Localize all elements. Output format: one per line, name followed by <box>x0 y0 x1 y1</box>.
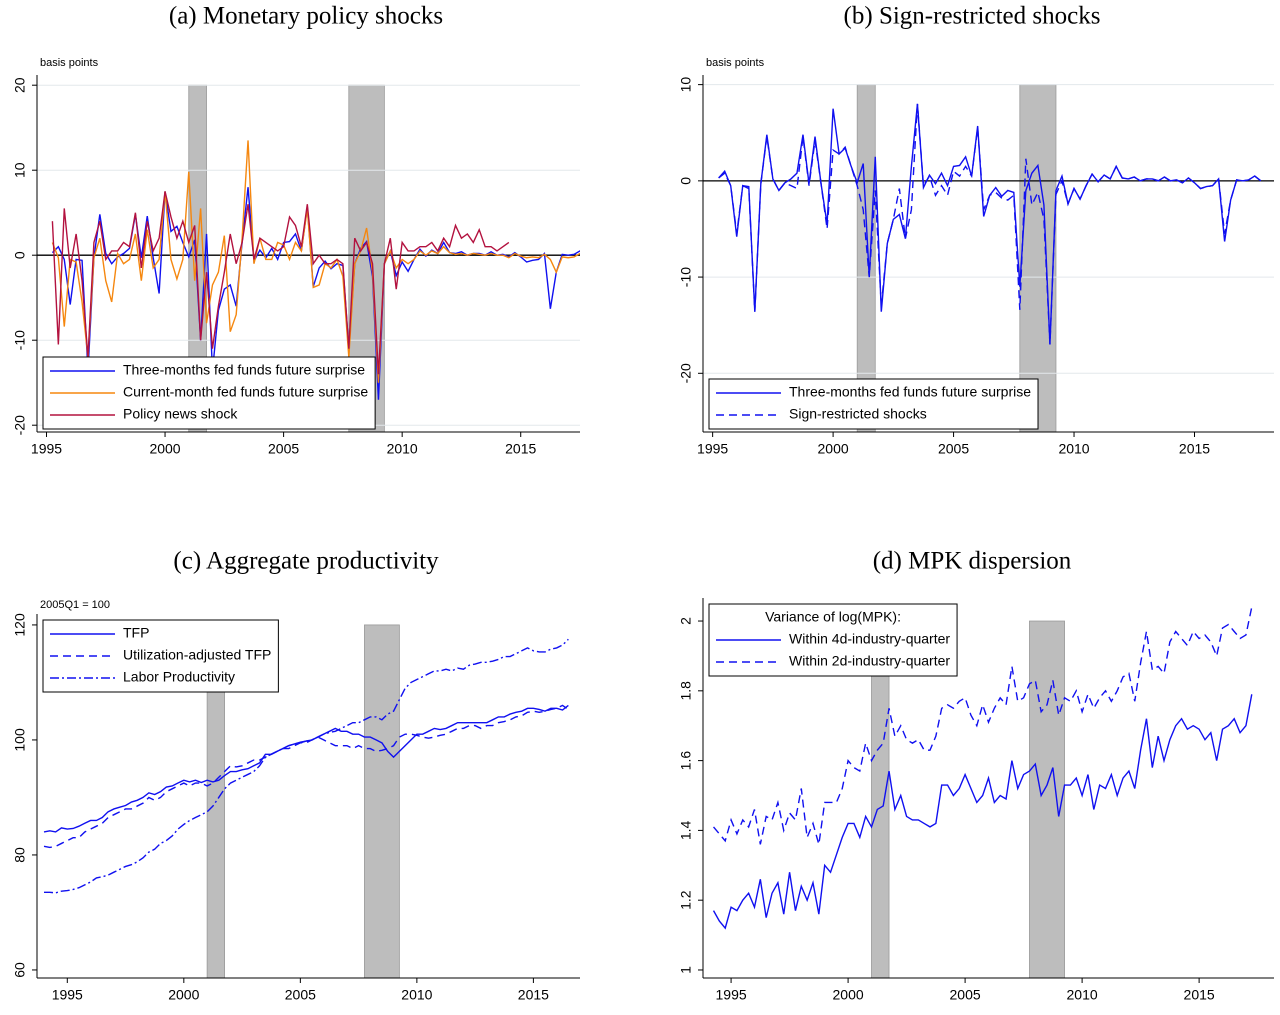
y-tick-label: -20 <box>12 415 28 435</box>
x-tick-label: 1995 <box>31 441 62 457</box>
x-tick-label: 1995 <box>52 987 83 1003</box>
y-tick-label: 100 <box>12 728 28 752</box>
x-tick-label: 2005 <box>268 441 299 457</box>
y-tick-label: 60 <box>12 962 28 978</box>
y-tick-label: 2 <box>678 617 694 625</box>
y-tick-label: 10 <box>12 162 28 178</box>
panel: (b) Sign-restricted shocks basis points -2… <box>678 3 1274 457</box>
panel-title: (c) Aggregate productivity <box>173 548 439 575</box>
y-axis-unit: basis points <box>40 57 99 69</box>
legend-label: Within 4d-industry-quarter <box>789 631 950 647</box>
y-tick-label: 1.4 <box>678 820 694 840</box>
legend-box <box>708 603 958 677</box>
series-line <box>718 103 1262 345</box>
x-tick-label: 2000 <box>833 987 864 1003</box>
y-axis-unit: 2005Q1 = 100 <box>40 599 110 611</box>
legend-label: TFP <box>123 625 149 641</box>
legend-label: Current-month fed funds future surprise <box>123 384 368 400</box>
legend-title: Variance of log(MPK): <box>765 609 901 625</box>
y-tick-label: 0 <box>12 251 28 259</box>
y-tick-label: 1 <box>678 966 694 974</box>
series-line <box>712 606 1253 845</box>
legend-label: Utilization-adjusted TFP <box>123 647 271 663</box>
y-tick-label: 20 <box>12 77 28 93</box>
x-tick-label: 2000 <box>818 441 849 457</box>
legend-label: Labor Productivity <box>123 669 235 685</box>
x-tick-label: 2005 <box>938 441 969 457</box>
y-tick-label: 1.2 <box>678 890 694 910</box>
series-line <box>43 638 569 894</box>
x-tick-label: 2015 <box>505 441 536 457</box>
y-tick-label: 120 <box>12 613 28 637</box>
y-tick-label: 0 <box>678 177 694 185</box>
legend-label: Within 2d-industry-quarter <box>789 653 950 669</box>
legend: Variance of log(MPK): Within 4d-industry-… <box>708 603 958 677</box>
x-tick-label: 2005 <box>950 987 981 1003</box>
y-tick-label: 10 <box>678 77 694 93</box>
legend-label: Policy news shock <box>123 406 238 422</box>
x-tick-label: 2005 <box>285 987 316 1003</box>
legend-label: Three-months fed funds future surprise <box>789 384 1031 400</box>
series-line <box>712 694 1253 930</box>
panel-title: (b) Sign-restricted shocks <box>844 3 1101 30</box>
recession-shade <box>1029 620 1065 979</box>
series-line <box>51 140 580 383</box>
x-tick-label: 2015 <box>518 987 549 1003</box>
x-tick-label: 2010 <box>1058 441 1089 457</box>
x-tick-label: 1995 <box>697 441 728 457</box>
y-tick-label: 80 <box>12 847 28 863</box>
panel: (c) Aggregate productivity 2005Q1 = 100 60… <box>12 548 580 1003</box>
x-tick-label: 2010 <box>401 987 432 1003</box>
legend: TFP Utilization-adjusted TFP Labor Product… <box>42 619 279 693</box>
y-tick-label: -10 <box>678 267 694 287</box>
y-tick-label: -10 <box>12 330 28 350</box>
legend-label: Three-months fed funds future surprise <box>123 362 365 378</box>
series-line <box>43 704 569 849</box>
legend-label: Sign-restricted shocks <box>789 406 927 422</box>
y-tick-label: 1.6 <box>678 751 694 771</box>
legend: Three-months fed funds future surprise Si… <box>708 378 1039 430</box>
x-tick-label: 2000 <box>149 441 180 457</box>
x-tick-label: 2000 <box>168 987 199 1003</box>
panel-title: (a) Monetary policy shocks <box>169 3 443 30</box>
x-tick-label: 2010 <box>1067 987 1098 1003</box>
x-tick-label: 2015 <box>1179 441 1210 457</box>
x-tick-label: 2010 <box>387 441 418 457</box>
legend: Three-months fed funds future surprise Cu… <box>42 356 376 430</box>
series-line <box>718 103 1262 345</box>
y-tick-label: -20 <box>678 363 694 383</box>
series-line <box>51 191 510 375</box>
legend-box <box>708 378 1039 430</box>
series-line <box>43 704 569 833</box>
y-tick-label: 1.8 <box>678 681 694 701</box>
recession-shade <box>1019 84 1057 433</box>
x-tick-label: 2015 <box>1184 987 1215 1003</box>
y-axis-unit: basis points <box>706 57 765 69</box>
x-tick-label: 1995 <box>716 987 747 1003</box>
panel-title: (d) MPK dispersion <box>873 548 1072 575</box>
recession-shade <box>364 624 400 979</box>
panel: (d) MPK dispersion 1 1.2 1.4 1.6 1.8 2 1995 2000… <box>678 548 1274 1003</box>
